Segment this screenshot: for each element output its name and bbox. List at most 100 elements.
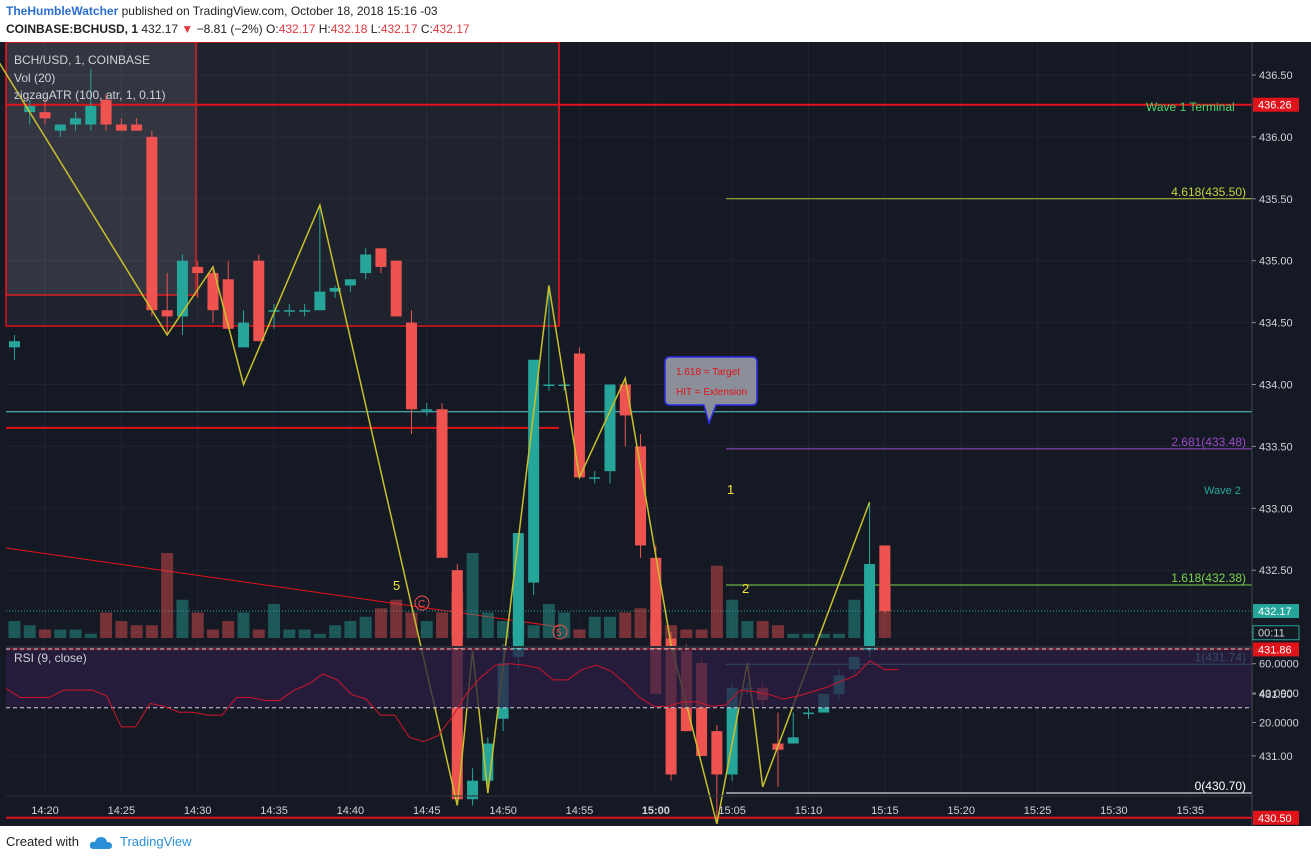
symbol-line: COINBASE:BCHUSD, 1 432.17 ▼ −8.81 (−2%) … <box>6 22 470 36</box>
candle-body <box>726 687 738 775</box>
wave-annotations: 5 C 5 1 2 Wave 1 Terminal Wave 2 <box>393 100 1241 640</box>
volume-bar <box>833 633 846 638</box>
rsi-tick-1: 40.0000 <box>1259 688 1299 700</box>
volume-bar <box>634 608 647 638</box>
price-tag-bg-0 <box>1253 97 1299 112</box>
price-axis[interactable]: 436.50 436.00 435.50 435.00 434.50 434.00 433.… <box>1252 70 1300 825</box>
open-label: O: <box>266 22 279 36</box>
volume-bar <box>69 629 82 638</box>
time-tick-0: 14:20 <box>31 805 59 817</box>
volume-bar <box>100 612 113 638</box>
volume-bar <box>115 621 128 638</box>
wave-c-label: 5 <box>556 628 562 639</box>
zigzag-path <box>0 62 871 825</box>
candle-body <box>787 737 799 744</box>
tradingview-link[interactable]: TradingView <box>120 834 192 849</box>
wave-5-circle <box>414 595 430 611</box>
time-tick-13: 15:25 <box>1024 805 1052 817</box>
candle-body <box>100 99 112 125</box>
volume-bar <box>603 616 616 638</box>
price-tag-3: 431.86 <box>1258 644 1292 656</box>
volume-bar <box>298 629 311 638</box>
volume-bar <box>741 621 754 638</box>
price-tag-0: 436.26 <box>1258 100 1292 112</box>
rsi-tick-2: 20.0000 <box>1259 718 1299 730</box>
fib-label-4: 0(430.70) <box>1195 779 1246 793</box>
volume-bar <box>542 604 555 638</box>
candle-body <box>131 124 143 131</box>
publish-line: TheHumbleWatcher published on TradingVie… <box>6 4 438 18</box>
callout-line1: 1.618 = Target <box>676 367 740 378</box>
volume-bar <box>466 553 479 638</box>
volume-bar <box>848 599 861 638</box>
price-tag-bg-3 <box>1253 642 1299 657</box>
time-tick-10: 15:10 <box>795 805 823 817</box>
legend-rsi: RSI (9, close) <box>14 651 87 665</box>
candle-body <box>711 731 723 775</box>
volume-bar <box>8 621 21 638</box>
candle-body <box>329 287 341 292</box>
volume-bar <box>680 629 693 638</box>
volume-bar <box>237 612 250 638</box>
candle-body <box>696 663 708 756</box>
volume-bar <box>573 629 586 638</box>
time-tick-5: 14:45 <box>413 805 441 817</box>
author-link[interactable]: TheHumbleWatcher <box>6 4 119 18</box>
candle-body <box>24 105 36 113</box>
rsi-line <box>5 660 899 743</box>
time-tick-15: 15:35 <box>1176 805 1204 817</box>
time-tick-7: 14:55 <box>566 805 594 817</box>
candle-body <box>85 105 97 125</box>
candle-body <box>619 384 631 416</box>
fib-label-0: 4.618(435.50) <box>1171 185 1246 199</box>
wave-2-label: 2 <box>742 581 749 596</box>
volume-bar <box>161 553 174 638</box>
volume-bar <box>802 633 815 638</box>
volume-bar <box>787 633 800 638</box>
time-tick-8: 15:00 <box>642 805 670 817</box>
volume-bar <box>756 621 769 638</box>
high-label: H: <box>318 22 331 36</box>
volume-bar <box>176 599 189 638</box>
candle-body <box>8 341 20 348</box>
time-tick-11: 15:15 <box>871 805 899 817</box>
time-tick-3: 14:35 <box>260 805 288 817</box>
time-tick-14: 15:30 <box>1100 805 1128 817</box>
price-tag-1: 432.17 <box>1258 606 1292 618</box>
candle-body <box>176 260 188 317</box>
time-axis[interactable]: 14:20 14:25 14:30 14:35 14:40 14:45 14:50 14:55… <box>31 805 1204 817</box>
chart-area[interactable]: 5 C 5 1 2 Wave 1 Terminal Wave 2 1.618 =… <box>0 42 1311 826</box>
volume-bar <box>374 608 387 638</box>
candle-body <box>589 477 601 479</box>
volume-bar <box>222 621 235 638</box>
candle-body <box>635 446 647 546</box>
time-tick-12: 15:20 <box>947 805 975 817</box>
price-tick-11: 431.00 <box>1259 751 1293 763</box>
volume-bar <box>420 621 433 638</box>
candle-body <box>467 780 479 800</box>
created-with: Created with TradingView <box>6 834 192 850</box>
callout-line2: HIT = Extension <box>676 387 747 398</box>
chart-legend: BCH/USD, 1, COINBASE Vol (20) zigzagATR … <box>14 53 166 665</box>
candle-body <box>864 564 876 651</box>
close-label: C: <box>420 22 433 36</box>
rsi-tick-0: 60.0000 <box>1259 659 1299 671</box>
candle-body <box>222 279 234 329</box>
volume-bar <box>130 625 143 638</box>
candle-body <box>39 112 51 119</box>
candle-body <box>528 359 540 583</box>
legend-zigzag: zigzagATR (100, atr, 1, 0.11) <box>14 88 166 102</box>
candle-body <box>360 254 372 274</box>
volume-bar <box>191 612 204 638</box>
volume-bar <box>54 629 67 638</box>
volume-bar <box>283 629 296 638</box>
candle-body <box>375 248 387 267</box>
wave-2-text: Wave 2 <box>1204 485 1241 497</box>
price-tick-6: 433.50 <box>1259 441 1293 453</box>
candle-body <box>650 557 662 694</box>
price-tag-bg-2 <box>1252 625 1300 641</box>
close-value: 432.17 <box>432 22 470 36</box>
rsi-band <box>6 649 1252 708</box>
volume-bar <box>344 621 357 638</box>
volume-bar <box>771 625 784 638</box>
